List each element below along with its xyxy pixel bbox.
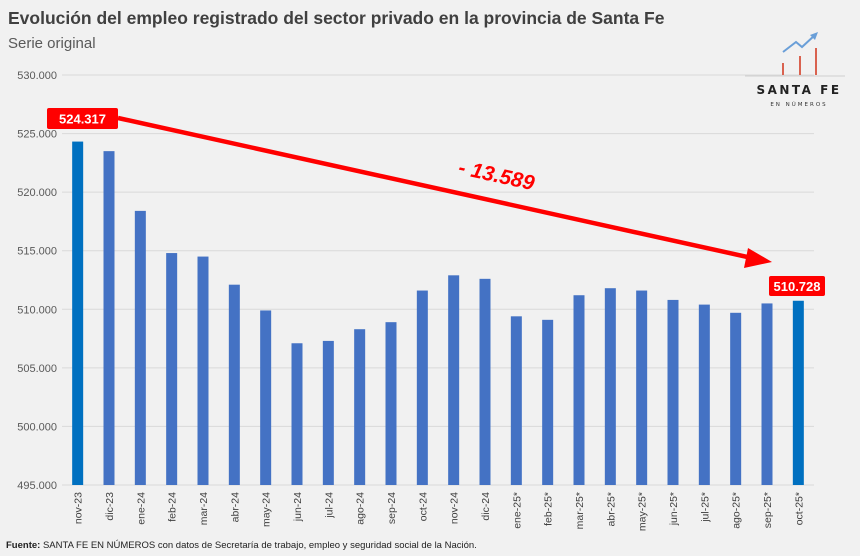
logo: SANTA FE EN NÚMEROS bbox=[745, 32, 845, 108]
end-label: 510.728 bbox=[774, 279, 821, 294]
x-tick-label: dic-23 bbox=[104, 492, 116, 521]
start-label-box bbox=[47, 108, 118, 129]
bar-abr-25* bbox=[604, 288, 616, 485]
start-label: 524.317 bbox=[59, 112, 106, 127]
logo-text: SANTA FE bbox=[756, 83, 841, 97]
end-label-box bbox=[769, 276, 825, 296]
x-tick-label: oct-24 bbox=[417, 492, 429, 521]
y-tick-label: 515.000 bbox=[17, 246, 57, 258]
x-tick-label: mar-25* bbox=[574, 492, 586, 529]
bar-nov-23 bbox=[72, 141, 84, 486]
logo-bar-icon bbox=[815, 48, 817, 75]
difference-label: - 13.589 bbox=[456, 156, 537, 195]
bar-mar-24 bbox=[197, 256, 209, 485]
bar-sep-24 bbox=[385, 322, 397, 485]
bar-may-25* bbox=[636, 290, 648, 485]
logo-bar-icon bbox=[782, 63, 784, 75]
x-tick-label: oct-25* bbox=[793, 492, 805, 525]
y-tick-label: 525.000 bbox=[17, 129, 57, 141]
y-tick-label: 505.000 bbox=[17, 363, 57, 375]
x-tick-label: jun-25* bbox=[668, 492, 680, 526]
x-tick-label: nov-23 bbox=[73, 492, 85, 524]
chart-subtitle: Serie original bbox=[8, 35, 96, 52]
bar-feb-25* bbox=[542, 319, 554, 485]
logo-trend-icon bbox=[782, 34, 816, 53]
bar-ago-24 bbox=[354, 329, 366, 485]
bar-ene-25* bbox=[510, 316, 522, 485]
bar-dic-23 bbox=[103, 151, 115, 485]
x-tick-label: nov-24 bbox=[449, 492, 461, 524]
x-tick-label: ago-25* bbox=[731, 492, 743, 529]
bar-jul-25* bbox=[698, 304, 710, 485]
chart-title: Evolución del empleo registrado del sect… bbox=[8, 8, 665, 28]
bar-nov-24 bbox=[448, 275, 460, 485]
x-tick-label: abr-25* bbox=[605, 492, 617, 526]
x-tick-label: mar-24 bbox=[198, 492, 210, 525]
x-tick-label: ago-24 bbox=[355, 492, 367, 525]
bar-feb-24 bbox=[166, 253, 178, 485]
x-tick-label: jun-24 bbox=[292, 492, 304, 522]
x-tick-label: dic-24 bbox=[480, 492, 492, 521]
y-tick-label: 500.000 bbox=[17, 421, 57, 433]
x-tick-label: may-24 bbox=[261, 492, 273, 527]
x-tick-label: sep-24 bbox=[386, 492, 398, 524]
trend-arrow-head bbox=[744, 248, 772, 268]
bar-ene-24 bbox=[134, 210, 146, 485]
x-tick-label: jul-24 bbox=[323, 492, 335, 519]
bar-oct-24 bbox=[416, 290, 428, 485]
bar-jun-25* bbox=[667, 299, 679, 485]
x-tick-label: ene-25* bbox=[511, 492, 523, 529]
source-footer: Fuente: SANTA FE EN NÚMEROS con datos de… bbox=[6, 540, 477, 551]
y-tick-label: 530.000 bbox=[17, 70, 57, 82]
x-tick-label: may-25* bbox=[637, 492, 649, 531]
logo-bar-icon bbox=[799, 56, 801, 75]
bar-oct-25* bbox=[792, 300, 804, 485]
trend-arrow-line bbox=[117, 115, 753, 261]
x-tick-label: jul-25* bbox=[699, 492, 711, 523]
footer-text: SANTA FE EN NÚMEROS con datos de Secreta… bbox=[40, 540, 477, 551]
x-tick-label: feb-24 bbox=[167, 492, 179, 522]
x-tick-label: ene-24 bbox=[135, 492, 147, 525]
bar-dic-24 bbox=[479, 278, 491, 485]
y-tick-label: 495.000 bbox=[17, 480, 57, 492]
bar-may-24 bbox=[260, 310, 272, 485]
x-tick-label: abr-24 bbox=[229, 492, 241, 523]
logo-subtext: EN NÚMEROS bbox=[770, 101, 827, 108]
bar-sep-25* bbox=[761, 303, 773, 485]
logo-arrow-icon bbox=[810, 32, 818, 40]
y-tick-label: 510.000 bbox=[17, 304, 57, 316]
y-tick-label: 520.000 bbox=[17, 187, 57, 199]
bar-jun-24 bbox=[291, 343, 303, 485]
bar-jul-24 bbox=[322, 340, 334, 485]
bar-abr-24 bbox=[228, 284, 240, 485]
annotations: 524.317 510.728 - 13.589 bbox=[47, 108, 825, 296]
bar-mar-25* bbox=[573, 295, 585, 485]
bar-ago-25* bbox=[730, 312, 742, 485]
footer-label: Fuente: bbox=[6, 540, 41, 551]
x-tick-label: feb-25* bbox=[543, 492, 555, 526]
x-tick-label: sep-25* bbox=[762, 492, 774, 528]
